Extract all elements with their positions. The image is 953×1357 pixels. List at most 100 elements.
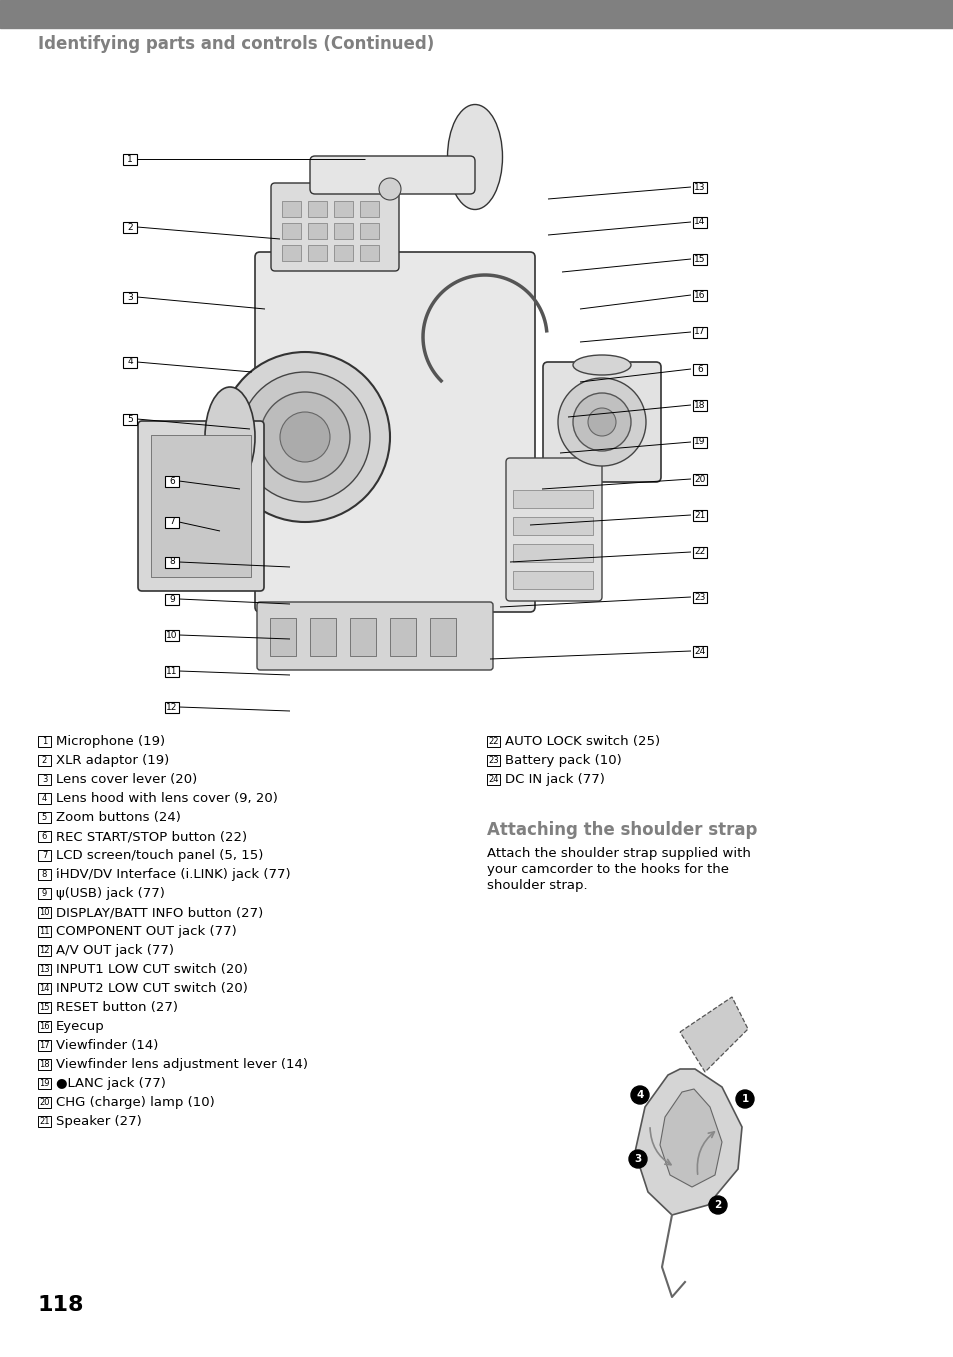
- Bar: [165, 517, 179, 528]
- Text: 13: 13: [694, 182, 705, 191]
- Polygon shape: [679, 997, 747, 1072]
- Bar: [38, 982, 51, 993]
- Bar: [334, 246, 353, 261]
- Polygon shape: [635, 1069, 741, 1215]
- Text: 24: 24: [694, 646, 705, 655]
- Text: 14: 14: [694, 217, 705, 227]
- Text: INPUT1 LOW CUT switch (20): INPUT1 LOW CUT switch (20): [56, 963, 248, 976]
- Bar: [513, 571, 593, 589]
- Bar: [390, 617, 416, 655]
- Bar: [513, 490, 593, 508]
- Text: 2: 2: [42, 756, 47, 765]
- Text: shoulder strap.: shoulder strap.: [486, 878, 587, 892]
- Bar: [692, 327, 706, 338]
- Bar: [308, 223, 327, 239]
- Text: 8: 8: [169, 558, 174, 566]
- Text: A/V OUT jack (77): A/V OUT jack (77): [56, 944, 173, 957]
- Text: 6: 6: [697, 365, 702, 373]
- Bar: [38, 1115, 51, 1128]
- Text: REC START/STOP button (22): REC START/STOP button (22): [56, 830, 247, 843]
- Text: 3: 3: [127, 293, 132, 301]
- Bar: [38, 792, 51, 803]
- Text: 7: 7: [169, 517, 174, 527]
- Circle shape: [558, 379, 645, 465]
- Bar: [334, 223, 353, 239]
- Bar: [692, 182, 706, 193]
- Text: i̇HDV/DV Interface (i.LINK) jack (77): i̇HDV/DV Interface (i.LINK) jack (77): [56, 868, 291, 881]
- Ellipse shape: [205, 387, 254, 487]
- Text: 24: 24: [488, 775, 498, 784]
- Text: DISPLAY/BATT INFO button (27): DISPLAY/BATT INFO button (27): [56, 906, 263, 919]
- Bar: [692, 592, 706, 603]
- Ellipse shape: [447, 104, 502, 209]
- Text: 19: 19: [694, 437, 705, 446]
- Text: 13: 13: [39, 965, 50, 974]
- Text: 2: 2: [714, 1200, 720, 1210]
- Text: 1: 1: [42, 737, 47, 746]
- Text: 16: 16: [694, 290, 705, 300]
- Bar: [151, 436, 251, 577]
- Text: 21: 21: [39, 1117, 50, 1126]
- FancyBboxPatch shape: [254, 252, 535, 612]
- Text: 6: 6: [42, 832, 47, 841]
- Text: Eyecup: Eyecup: [56, 1020, 105, 1033]
- Bar: [486, 754, 499, 765]
- Bar: [38, 1077, 51, 1090]
- Text: 20: 20: [694, 475, 705, 483]
- Bar: [282, 246, 301, 261]
- Text: 21: 21: [694, 510, 705, 520]
- Bar: [38, 887, 51, 898]
- Bar: [486, 735, 499, 746]
- Circle shape: [220, 351, 390, 522]
- FancyBboxPatch shape: [542, 362, 660, 482]
- Text: 118: 118: [38, 1295, 85, 1315]
- Bar: [38, 735, 51, 746]
- Text: 3: 3: [634, 1153, 641, 1164]
- Bar: [308, 201, 327, 217]
- Polygon shape: [659, 1090, 721, 1187]
- Text: 3: 3: [42, 775, 47, 784]
- Text: Identifying parts and controls (Continued): Identifying parts and controls (Continue…: [38, 35, 434, 53]
- Text: 15: 15: [39, 1003, 50, 1012]
- Text: XLR adaptor (19): XLR adaptor (19): [56, 754, 169, 767]
- Text: LCD screen/touch panel (5, 15): LCD screen/touch panel (5, 15): [56, 849, 263, 862]
- Circle shape: [587, 408, 616, 436]
- Bar: [123, 414, 137, 425]
- Text: CHG (charge) lamp (10): CHG (charge) lamp (10): [56, 1096, 214, 1109]
- Bar: [123, 153, 137, 164]
- Bar: [123, 221, 137, 232]
- Circle shape: [280, 413, 330, 461]
- Bar: [38, 1039, 51, 1052]
- FancyBboxPatch shape: [138, 421, 264, 592]
- Bar: [165, 665, 179, 677]
- Text: 16: 16: [39, 1022, 50, 1031]
- FancyBboxPatch shape: [271, 183, 398, 271]
- Bar: [38, 1001, 51, 1012]
- Circle shape: [628, 1149, 646, 1168]
- Bar: [38, 1020, 51, 1033]
- Text: RESET button (27): RESET button (27): [56, 1001, 178, 1014]
- Bar: [165, 475, 179, 487]
- Bar: [692, 254, 706, 265]
- Text: AUTO LOCK switch (25): AUTO LOCK switch (25): [504, 735, 659, 748]
- FancyBboxPatch shape: [310, 156, 475, 194]
- Bar: [38, 830, 51, 841]
- Bar: [38, 906, 51, 917]
- Bar: [486, 773, 499, 784]
- Bar: [38, 963, 51, 974]
- Text: DC IN jack (77): DC IN jack (77): [504, 773, 604, 786]
- Bar: [692, 437, 706, 448]
- Bar: [38, 868, 51, 879]
- Text: Lens hood with lens cover (9, 20): Lens hood with lens cover (9, 20): [56, 792, 277, 805]
- Circle shape: [630, 1086, 648, 1105]
- Bar: [334, 201, 353, 217]
- Text: 17: 17: [694, 327, 705, 337]
- Text: 10: 10: [166, 631, 177, 639]
- Bar: [123, 292, 137, 303]
- Text: 22: 22: [694, 547, 705, 556]
- Bar: [513, 517, 593, 535]
- Text: 5: 5: [42, 813, 47, 822]
- Text: 18: 18: [39, 1060, 50, 1069]
- Circle shape: [260, 392, 350, 482]
- Text: 20: 20: [39, 1098, 50, 1107]
